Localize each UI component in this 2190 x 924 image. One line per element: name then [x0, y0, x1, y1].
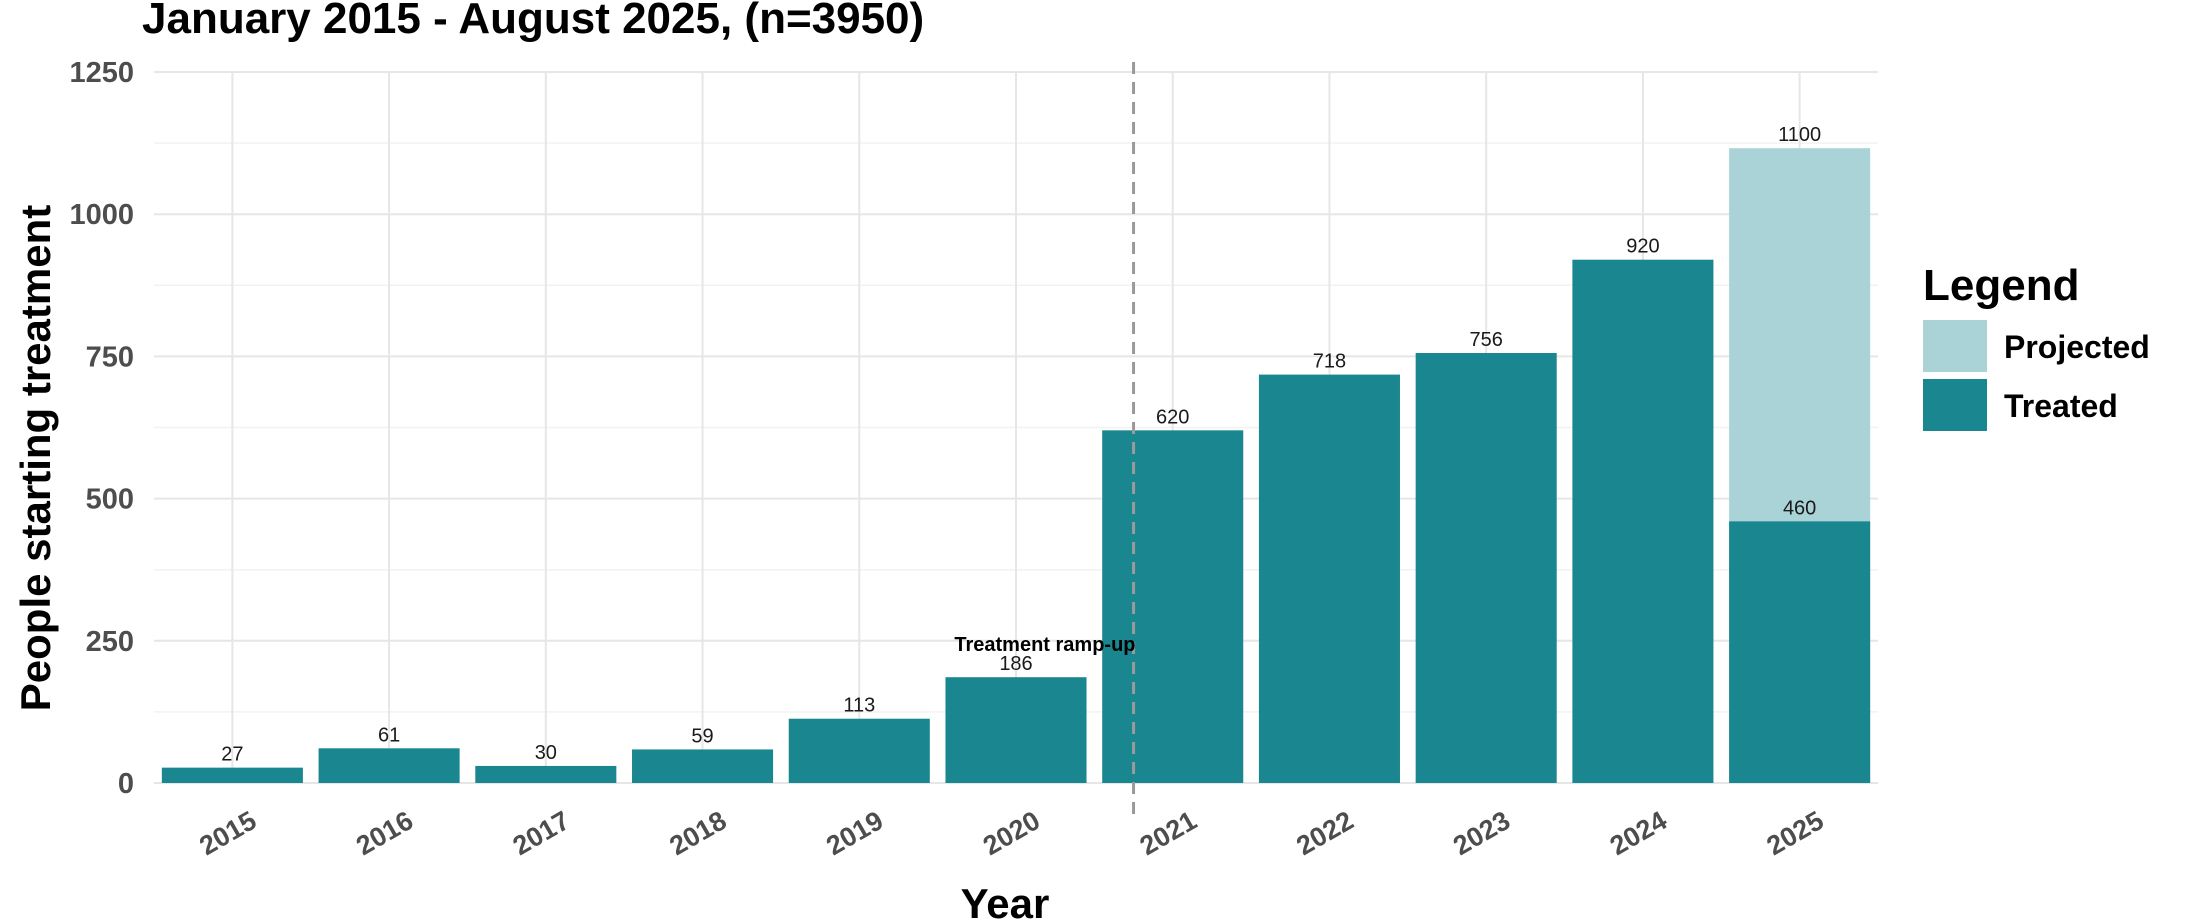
bar-treated [475, 765, 617, 783]
x-axis-title: Year [961, 880, 1050, 924]
bar-treated [788, 718, 930, 783]
x-axis: 2015 2016 2017 2018 2019 2020 2021 2022 2023 2024… [194, 805, 1828, 861]
y-tick-label: 1000 [69, 199, 134, 231]
y-axis-title: People starting treatment [12, 205, 59, 711]
bar-value-label: 756 [1469, 329, 1502, 351]
y-axis: 0 250 500 750 1000 1250 [69, 57, 134, 800]
bar-value-label: 27 [221, 744, 243, 766]
bar-value-label: 460 [1783, 497, 1816, 519]
bar-value-label: 718 [1313, 351, 1346, 373]
x-tick-label: 2022 [1291, 805, 1358, 861]
legend: Legend Projected Treated [1923, 261, 2150, 431]
bar-treated [1102, 430, 1244, 783]
legend-swatch-projected [1923, 320, 1987, 372]
chart-title: January 2015 - August 2025, (n=3950) [142, 0, 925, 43]
y-tick-label: 500 [86, 484, 134, 516]
y-tick-label: 1250 [69, 57, 134, 89]
legend-title: Legend [1923, 261, 2079, 310]
bars [161, 148, 1871, 784]
x-tick-label: 2015 [194, 805, 261, 861]
x-tick-label: 2019 [821, 805, 888, 861]
bar-value-label: 30 [535, 742, 557, 764]
bar-value-label: 1100 [1778, 124, 1821, 146]
bar-treated [1729, 521, 1871, 783]
bar-value-label: 186 [999, 653, 1032, 675]
y-tick-label: 0 [118, 768, 134, 800]
annotation-label: Treatment ramp-up [954, 634, 1135, 656]
x-tick-label: 2024 [1605, 805, 1672, 861]
y-tick-label: 250 [86, 626, 134, 658]
bar-treated [161, 767, 303, 783]
y-tick-label: 750 [86, 341, 134, 373]
bar-value-label: 61 [378, 724, 400, 746]
bar-treated [632, 749, 774, 783]
bar-value-label: 920 [1626, 236, 1659, 258]
bar-treated [945, 677, 1087, 783]
bar-labels: 27 61 30 59 113 186 620 718 756 920 460 1100 [221, 124, 1821, 765]
bar-value-label: 113 [843, 695, 875, 717]
bar-treated [1258, 374, 1400, 783]
x-tick-label: 2016 [351, 805, 418, 861]
bar-treated [318, 748, 460, 783]
reference-line-group: Treatment ramp-up [954, 62, 1136, 821]
x-tick-label: 2023 [1448, 805, 1515, 861]
x-tick-label: 2020 [978, 805, 1045, 861]
x-tick-label: 2017 [508, 805, 575, 861]
legend-label: Projected [2004, 329, 2150, 365]
legend-swatch-treated [1923, 379, 1987, 431]
bar-value-label: 59 [691, 725, 713, 747]
x-tick-label: 2018 [665, 805, 732, 861]
bar-value-label: 620 [1156, 406, 1189, 428]
bar-treated [1415, 352, 1557, 783]
x-tick-label: 2021 [1135, 805, 1202, 861]
legend-label: Treated [2004, 388, 2118, 424]
x-tick-label: 2025 [1762, 805, 1829, 861]
bar-treated [1572, 259, 1714, 784]
